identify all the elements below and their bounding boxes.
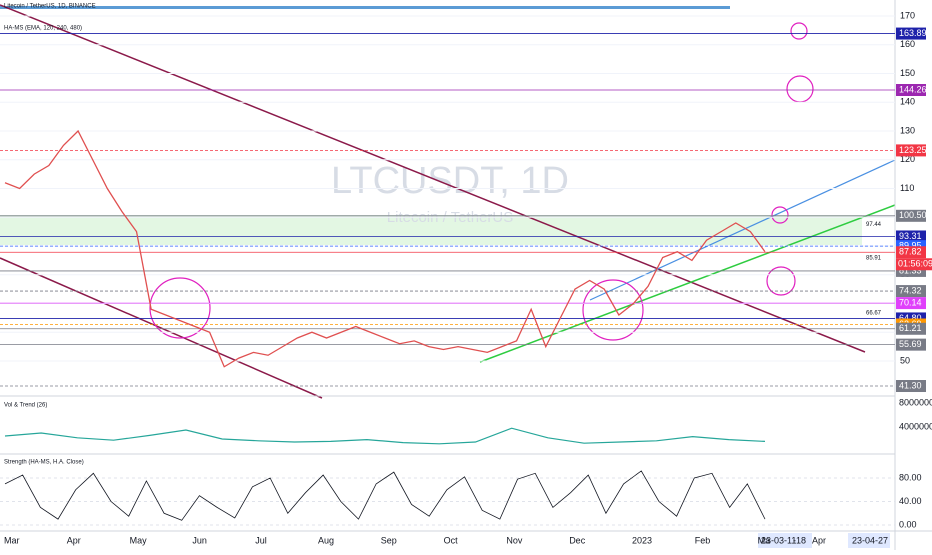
- month-label: Dec: [569, 535, 586, 545]
- month-label: Apr: [812, 535, 826, 545]
- month-label: Apr: [67, 535, 81, 545]
- end-box: [848, 533, 890, 548]
- strength-tick-label: 80.00: [899, 472, 922, 482]
- month-label: Mar: [4, 535, 20, 545]
- month-label: Jul: [255, 535, 267, 545]
- month-label: 2023: [632, 535, 652, 545]
- price-label: 163.89: [899, 28, 927, 38]
- price-label: 123.25: [899, 145, 927, 155]
- zone: [0, 215, 862, 245]
- indicator-legend: HA-MS (EMA, 120, 240, 480): [4, 26, 82, 32]
- vol-tick-label: 4000000: [899, 421, 932, 431]
- cursor-offset: -18: [793, 535, 806, 545]
- strength-line: [4, 470, 766, 521]
- price-label-box: [896, 84, 926, 97]
- month-label: May: [130, 535, 148, 545]
- price-tick-label: 170: [900, 10, 915, 20]
- price-label-box: [896, 297, 926, 310]
- price-label-box: [896, 27, 926, 40]
- price-label: 64.80: [899, 313, 922, 323]
- countdown: 01:56:09: [898, 259, 932, 269]
- month-label: Oct: [444, 535, 459, 545]
- circle-mark: [766, 266, 796, 296]
- symbol-legend: Litecoin / TetherUS, 1D, BINANCE: [4, 4, 96, 10]
- circle-mark: [582, 279, 644, 341]
- volume-line: [4, 427, 766, 445]
- strength-tick-label: 0.00: [899, 519, 917, 529]
- price-label-box: [896, 246, 926, 259]
- price-tick-label: 140: [900, 97, 915, 107]
- note-label: 66.67: [866, 311, 882, 317]
- price-label: 81.33: [899, 265, 922, 275]
- cursor-date: 23-03-11: [761, 535, 796, 545]
- price-label-box: [896, 144, 926, 157]
- note-label: 97.44: [866, 222, 882, 228]
- price-tick-label: 110: [900, 183, 914, 193]
- vol-tick-label: 8000000: [899, 397, 932, 407]
- price-label-box: [896, 209, 926, 222]
- trend-line: [0, 4, 866, 353]
- strength-tick-label: 40.00: [899, 496, 922, 506]
- price-label: 100.50: [899, 210, 927, 220]
- price-label-box: [896, 322, 926, 335]
- price-label: 61.21: [899, 323, 922, 333]
- price-tick-label: 150: [900, 68, 915, 78]
- watermark-ticker: LTCUSDT, 1D: [331, 160, 569, 202]
- price-label: 89.95: [899, 241, 922, 251]
- month-label: Jun: [192, 535, 207, 545]
- price-label: 87.82: [899, 247, 922, 257]
- price-label: 55.69: [899, 339, 922, 349]
- circle-mark: [771, 206, 789, 224]
- price-label: 41.30: [899, 380, 922, 390]
- price-tick-label: 50: [900, 355, 910, 365]
- end-date: 23-04-27: [852, 535, 888, 545]
- price-tick-label: 130: [900, 125, 915, 135]
- trend-line: [589, 159, 896, 301]
- price-label-box: [896, 285, 926, 298]
- price-tick-label: 120: [900, 154, 915, 164]
- countdown-box: [896, 258, 932, 271]
- cursor-box: [758, 533, 812, 548]
- month-label: Sep: [381, 535, 397, 545]
- trend-line: [479, 204, 896, 363]
- price-label: 70.14: [899, 297, 922, 307]
- price-label: 93.31: [899, 231, 922, 241]
- trend-line: [0, 257, 323, 399]
- top-band: [0, 6, 730, 9]
- month-label: Ma: [758, 535, 771, 545]
- circle-mark: [149, 277, 211, 339]
- pane-title: Vol & Trend (26): [4, 403, 47, 409]
- price-label: 144.26: [899, 84, 927, 94]
- month-label: Aug: [318, 535, 334, 545]
- price-label-box: [896, 338, 926, 351]
- month-label: Feb: [695, 535, 711, 545]
- price-label-box: [896, 380, 926, 393]
- price-label: 74.32: [899, 285, 922, 295]
- pane-title: Strength (HA-MS, H.A. Close): [4, 460, 84, 466]
- price-tick-label: 160: [900, 39, 915, 49]
- price-line: [4, 129, 766, 368]
- note-label: 85.91: [866, 255, 882, 261]
- circle-mark: [790, 22, 808, 40]
- price-label-box: [896, 230, 926, 243]
- month-label: Nov: [506, 535, 523, 545]
